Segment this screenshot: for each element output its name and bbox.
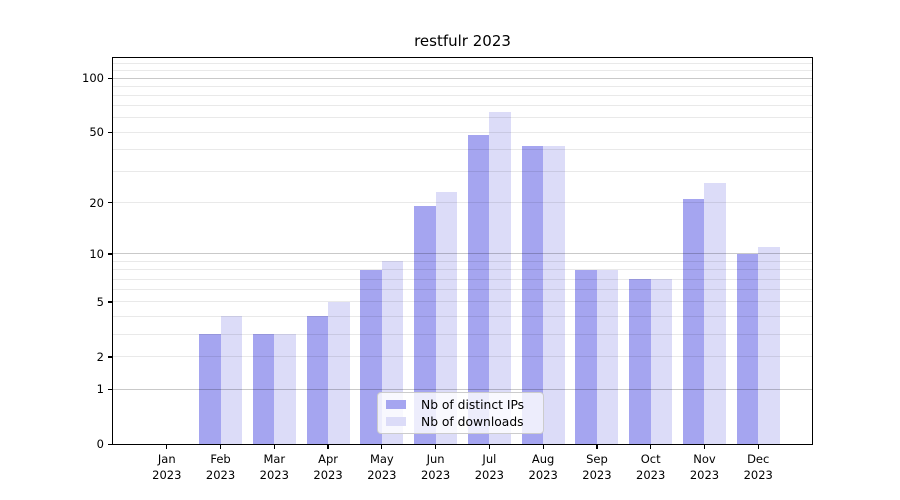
bar-downloads-mar [274, 334, 296, 444]
y-tick-2 [108, 356, 113, 358]
y-tick-20 [108, 202, 113, 204]
bar-distinct-ips-aug [521, 145, 544, 444]
y-tick-0 [108, 443, 113, 445]
y-tick-5 [108, 301, 113, 303]
bar-distinct-ips-jun [414, 206, 436, 444]
legend: Nb of distinct IPs Nb of downloads [377, 392, 544, 434]
y-tick-label-0: 0 [96, 437, 104, 451]
minor-gridline-20 [113, 202, 812, 204]
x-tick-jan [166, 444, 168, 449]
x-tick-label-may: May 2023 [367, 452, 397, 482]
legend-swatch-downloads [386, 417, 406, 426]
bar-downloads-nov [704, 182, 726, 444]
minor-gridline-60 [113, 117, 812, 119]
y-tick-label-10: 10 [89, 246, 104, 261]
plot-area: Nb of distinct IPs Nb of downloads [113, 58, 812, 444]
y-tick-label-1: 1 [96, 382, 104, 397]
bar-downloads-feb [220, 316, 243, 444]
y-tick-10 [108, 253, 113, 255]
bar-distinct-ips-mar [252, 334, 275, 444]
x-tick-label-jan: Jan 2023 [152, 452, 182, 482]
x-tick-aug [542, 444, 544, 449]
minor-gridline-5 [113, 301, 812, 303]
y-tick-label-100: 100 [82, 71, 104, 85]
y-tick-label-2: 2 [96, 349, 104, 364]
x-tick-label-nov: Nov 2023 [689, 452, 720, 482]
minor-gridline-30 [113, 171, 812, 173]
decade-gridline-100 [113, 77, 812, 79]
minor-gridline-4 [113, 315, 812, 317]
minor-gridline-70 [113, 105, 812, 107]
x-tick-label-dec: Dec 2023 [743, 452, 773, 482]
bar-distinct-ips-dec [736, 253, 759, 444]
minor-gridline-8 [113, 269, 812, 271]
x-tick-sep [596, 444, 598, 449]
minor-gridline-2 [113, 356, 812, 358]
y-tick-label-20: 20 [89, 195, 104, 210]
x-tick-label-mar: Mar 2023 [259, 452, 289, 482]
minor-gridline-3 [113, 333, 812, 335]
bar-distinct-ips-nov [682, 198, 705, 444]
bar-downloads-apr [328, 301, 350, 444]
minor-gridline-7 [113, 278, 812, 280]
x-tick-may [381, 444, 383, 449]
minor-gridline-40 [113, 148, 812, 150]
x-tick-feb [219, 444, 222, 449]
decade-gridline-10 [113, 253, 812, 255]
chart-title: restfulr 2023 [414, 32, 511, 50]
y-tick-1 [108, 388, 113, 390]
x-tick-mar [273, 444, 275, 449]
y-tick-100 [108, 77, 113, 79]
bar-downloads-jul [489, 111, 511, 444]
legend-label-downloads: Nb of downloads [421, 414, 524, 429]
bar-distinct-ips-feb [199, 334, 221, 444]
x-tick-oct [650, 444, 652, 449]
x-tick-jun [435, 444, 437, 449]
bar-downloads-jun [435, 191, 458, 444]
bar-downloads-oct [650, 279, 673, 444]
minor-gridline-6 [113, 289, 812, 291]
bar-downloads-sep [596, 269, 619, 444]
y-tick-label-5: 5 [96, 294, 104, 309]
x-tick-apr [327, 444, 329, 449]
minor-gridline-110 [113, 70, 812, 71]
legend-item-downloads: Nb of downloads [386, 415, 535, 429]
bar-distinct-ips-oct [629, 279, 651, 444]
x-tick-label-sep: Sep 2023 [582, 452, 612, 482]
y-tick-50 [108, 131, 113, 133]
minor-gridline-9 [113, 260, 812, 262]
minor-gridline-90 [113, 85, 812, 87]
x-tick-jul [488, 444, 490, 449]
legend-item-distinct-ips: Nb of distinct IPs [386, 398, 535, 412]
x-tick-label-jun: Jun 2023 [420, 452, 451, 482]
x-tick-dec [757, 444, 759, 449]
x-tick-label-apr: Apr 2023 [313, 452, 343, 482]
bar-downloads-aug [543, 145, 565, 444]
x-tick-label-aug: Aug 2023 [528, 452, 558, 482]
bar-distinct-ips-may [360, 269, 382, 444]
bar-downloads-dec [758, 246, 780, 444]
x-tick-label-oct: Oct 2023 [636, 452, 666, 482]
y-tick-label-50: 50 [89, 125, 104, 140]
decade-gridline-1 [113, 388, 812, 390]
x-tick-nov [703, 444, 706, 449]
legend-label-distinct-ips: Nb of distinct IPs [421, 397, 525, 412]
x-tick-label-jul: Jul 2023 [474, 452, 505, 482]
x-tick-label-feb: Feb 2023 [205, 452, 236, 482]
bar-distinct-ips-sep [575, 269, 597, 444]
legend-swatch-distinct-ips [386, 400, 406, 409]
minor-gridline-80 [113, 95, 812, 96]
minor-gridline-120 [113, 63, 812, 65]
bar-distinct-ips-apr [306, 316, 329, 444]
minor-gridline-50 [113, 131, 812, 133]
bar-distinct-ips-jul [467, 135, 490, 444]
